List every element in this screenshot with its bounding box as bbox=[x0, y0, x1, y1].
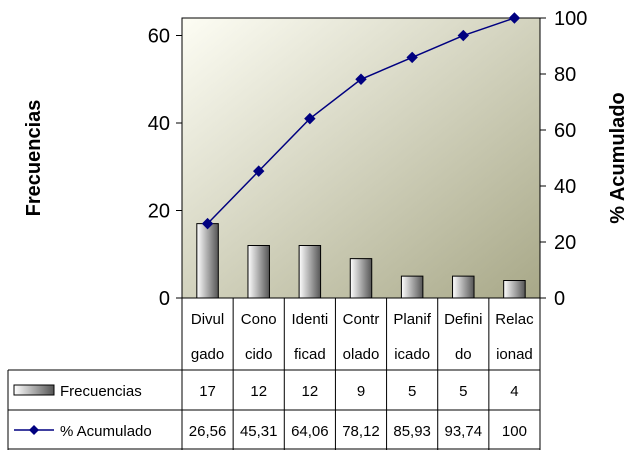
plot-area bbox=[181, 17, 541, 299]
left-axis-tick-label: 60 bbox=[148, 26, 170, 48]
table-value-acumulado: 85,93 bbox=[393, 423, 431, 440]
left-axis-tick-label: 40 bbox=[148, 113, 170, 135]
table-value-frecuencias: 12 bbox=[302, 383, 319, 400]
right-axis-tick-label: 20 bbox=[554, 232, 576, 254]
bar-frecuencias bbox=[196, 223, 219, 299]
legend-bar-swatch bbox=[13, 384, 55, 396]
legend-label-acumulado: % Acumulado bbox=[60, 423, 152, 440]
point-acumulado bbox=[355, 73, 367, 85]
category-label: Contr bbox=[343, 311, 380, 328]
point-acumulado bbox=[406, 51, 418, 64]
table-value-acumulado: 45,31 bbox=[240, 423, 278, 440]
table-value-frecuencias: 5 bbox=[459, 383, 467, 400]
table-value-acumulado: 78,12 bbox=[342, 423, 380, 440]
right-axis-tick-label: 100 bbox=[554, 8, 587, 30]
table-value-frecuencias: 17 bbox=[199, 383, 216, 400]
table-value-acumulado: 26,56 bbox=[189, 423, 227, 440]
right-axis-tick-label: 60 bbox=[554, 120, 576, 142]
point-acumulado bbox=[304, 112, 316, 125]
bar-frecuencias bbox=[452, 275, 475, 299]
table-value-frecuencias: 9 bbox=[357, 383, 365, 400]
right-axis-title: % Acumulado bbox=[607, 92, 626, 224]
right-axis-tick-label: 80 bbox=[554, 64, 576, 86]
point-acumulado bbox=[201, 217, 214, 230]
category-label: icado bbox=[394, 346, 430, 363]
category-label: gado bbox=[191, 346, 224, 363]
category-label: Divul bbox=[191, 311, 224, 328]
legend-line-marker bbox=[29, 425, 39, 435]
point-acumulado bbox=[508, 12, 521, 24]
table-value-acumulado: 64,06 bbox=[291, 423, 329, 440]
bar-frecuencias bbox=[349, 258, 373, 299]
category-label: ficad bbox=[294, 346, 326, 363]
bar-frecuencias bbox=[247, 245, 270, 299]
table-value-acumulado: 93,74 bbox=[445, 423, 483, 440]
category-label: Cono bbox=[241, 311, 277, 328]
category-label: Planif bbox=[393, 311, 431, 328]
table-value-frecuencias: 5 bbox=[408, 383, 416, 400]
left-axis-title: Frecuencias bbox=[23, 100, 45, 217]
bar-frecuencias bbox=[400, 275, 424, 299]
category-label: olado bbox=[343, 346, 380, 363]
bar-frecuencias bbox=[503, 280, 526, 299]
category-label: Relac bbox=[495, 311, 534, 328]
category-label: Identi bbox=[292, 311, 329, 328]
right-axis-tick-label: 0 bbox=[554, 288, 565, 310]
table-value-frecuencias: 12 bbox=[250, 383, 267, 400]
point-acumulado bbox=[253, 165, 265, 177]
category-label: ionad bbox=[496, 346, 533, 363]
bar-frecuencias bbox=[298, 245, 322, 299]
category-label: do bbox=[455, 346, 472, 363]
legend-label-frecuencias: Frecuencias bbox=[60, 383, 142, 400]
left-axis-tick-label: 0 bbox=[159, 288, 170, 310]
table-value-acumulado: 100 bbox=[502, 423, 527, 440]
point-acumulado bbox=[457, 29, 469, 42]
category-label: cido bbox=[245, 346, 273, 363]
left-axis-tick-label: 20 bbox=[148, 201, 170, 223]
category-label: Defini bbox=[444, 311, 482, 328]
right-axis-tick-label: 40 bbox=[554, 176, 576, 198]
table-value-frecuencias: 4 bbox=[510, 383, 518, 400]
